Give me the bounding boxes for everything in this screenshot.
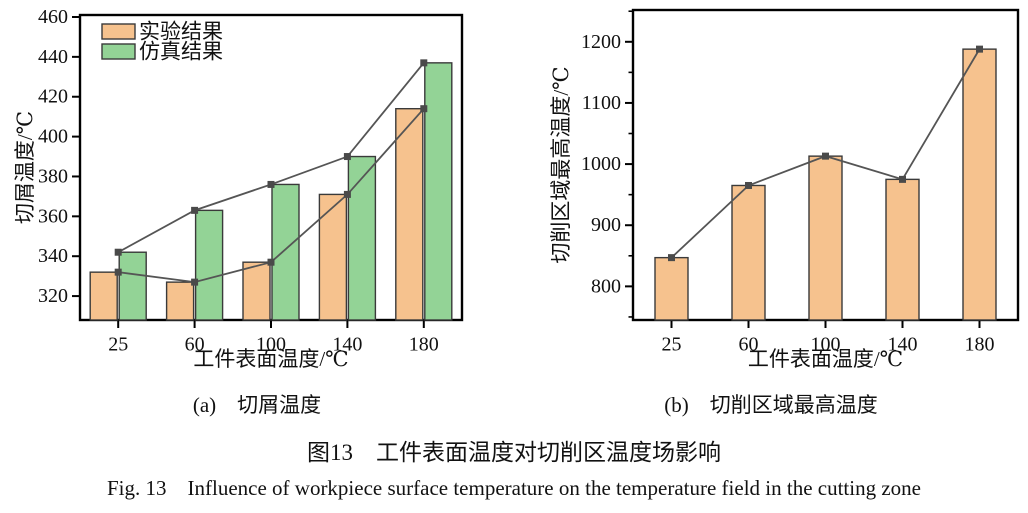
data-marker <box>343 153 351 161</box>
legend-swatch-1 <box>101 23 136 40</box>
x-tick-label: 60 <box>185 334 205 356</box>
trend-line-series1 <box>118 108 425 284</box>
bar-series1-cat3 <box>808 155 843 321</box>
trend-line-series2 <box>117 62 425 254</box>
data-marker <box>343 190 351 198</box>
data-marker <box>745 181 752 189</box>
legend-label-1: 实验结果 <box>139 20 223 44</box>
data-marker <box>822 152 829 160</box>
bar-series1-cat3 <box>242 261 271 321</box>
figure-title-english: Fig. 13 Influence of workpiece surface t… <box>106 476 921 500</box>
bar-series2-cat4 <box>347 155 377 321</box>
y-tick-label: 320 <box>38 285 68 307</box>
bar-series1-cat1 <box>654 256 689 321</box>
x-tick-label: 140 <box>888 334 918 356</box>
y-tick-label: 800 <box>591 275 621 297</box>
x-tick-label: 180 <box>965 334 995 356</box>
x-tick-label: 140 <box>332 334 362 356</box>
data-marker <box>191 206 199 214</box>
y-axis-title: 切屑温度/℃ <box>13 111 37 224</box>
y-tick-label: 460 <box>38 6 68 28</box>
y-tick-label: 380 <box>38 165 68 187</box>
data-marker <box>267 258 275 266</box>
data-marker <box>114 268 122 276</box>
y-tick-label: 400 <box>38 126 68 148</box>
bar-series1-cat4 <box>885 178 920 321</box>
y-tick-label: 1000 <box>581 153 621 175</box>
bar-series2-cat5 <box>424 62 453 321</box>
bar-series1-cat5 <box>395 107 424 321</box>
x-tick-label: 60 <box>739 334 759 356</box>
data-marker <box>114 248 122 256</box>
y-tick-label: 360 <box>38 205 68 227</box>
x-axis-title: 工件表面温度/℃ <box>193 347 348 371</box>
chart-max-cutting-zone-temperature: 800 900 1000 1100 1200 25 60 100 140 180 工件表面温度/℃ 切… <box>549 8 1020 371</box>
x-tick-label: 180 <box>409 334 439 356</box>
y-axis-title: 切削区域最高温度/℃ <box>549 66 573 263</box>
bar-series1-cat4 <box>318 193 348 321</box>
x-axis-title: 工件表面温度/℃ <box>748 347 903 371</box>
data-marker <box>267 180 275 188</box>
data-marker <box>420 59 428 67</box>
caption-subfigure-b: (b) 切削区域最高温度 <box>664 393 878 417</box>
y-tick-label: 420 <box>38 86 68 108</box>
data-marker <box>899 175 906 183</box>
data-marker <box>976 45 983 53</box>
caption-subfigure-a: (a) 切屑温度 <box>192 393 322 417</box>
bar-series1-cat5 <box>962 48 997 321</box>
x-tick-label: 100 <box>811 334 841 356</box>
bar-series2-cat3 <box>271 183 300 321</box>
y-tick-label: 1100 <box>582 92 621 114</box>
legend-label-2: 仿真结果 <box>139 40 223 64</box>
y-tick-label: 340 <box>38 245 68 267</box>
x-tick-label: 100 <box>256 334 286 356</box>
bar-series2-cat1 <box>118 251 147 321</box>
x-tick-label: 25 <box>662 334 682 356</box>
y-tick-label: 900 <box>591 214 621 236</box>
y-tick-label: 1200 <box>581 31 621 53</box>
figure-title-chinese: 图13 工件表面温度对切削区温度场影响 <box>307 440 721 465</box>
y-tick-label: 440 <box>38 46 68 68</box>
legend-swatch-2 <box>101 43 136 60</box>
bar-series1-cat2 <box>731 184 766 321</box>
data-marker <box>668 254 675 262</box>
x-tick-label: 25 <box>108 334 128 356</box>
bar-series2-cat2 <box>194 209 224 321</box>
bar-series1-cat1 <box>89 271 118 321</box>
data-marker <box>191 278 199 286</box>
chart-chip-temperature: 320 340 360 380 400 420 440 460 25 60 100 140 180 工件表… <box>13 6 464 371</box>
bar-series1-cat2 <box>165 281 195 321</box>
data-marker <box>420 105 428 113</box>
